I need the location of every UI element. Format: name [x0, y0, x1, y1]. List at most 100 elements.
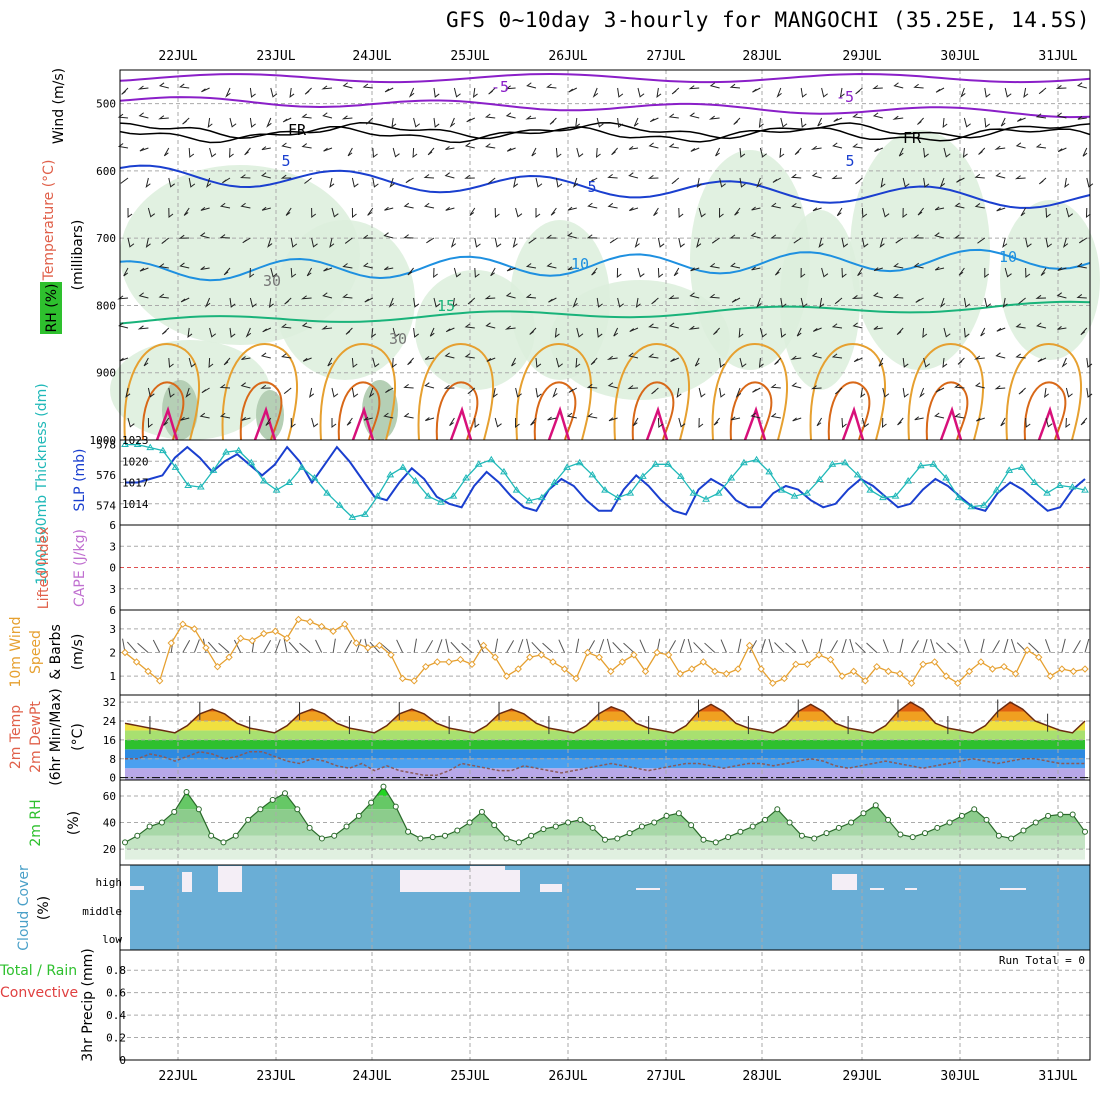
wind-speed-point [688, 665, 696, 673]
wind-barb [535, 387, 542, 398]
wind-barb [1080, 417, 1088, 426]
wind-speed-point [1058, 665, 1066, 673]
wind-barb-10m [413, 638, 417, 653]
thickness-point [613, 493, 622, 501]
wind-barb [1078, 237, 1088, 244]
thickness-point [727, 473, 736, 481]
thickness-point [184, 481, 193, 489]
thickness-point [449, 492, 458, 499]
wind-barb [240, 382, 251, 389]
rh-point [515, 839, 522, 846]
wind-barb-10m [182, 640, 191, 653]
wind-barb [1014, 175, 1026, 180]
wind-barb [139, 147, 149, 152]
wind-barb [1020, 207, 1027, 217]
temp-contour-orange [319, 343, 396, 441]
wind-barb [219, 234, 231, 239]
wind-barb [180, 416, 190, 421]
wind-barb [206, 177, 212, 188]
temp-contour-purple [119, 96, 1091, 119]
ytick-slp: 1017 [122, 477, 149, 490]
wind-barb [852, 113, 863, 119]
wind-barb [656, 87, 662, 99]
wind-barb [362, 83, 373, 89]
wind-speed-point [271, 627, 280, 635]
wind-barb [306, 267, 313, 277]
wind-barb-10m [344, 640, 353, 653]
wind-barb [1004, 267, 1012, 278]
wind-barb [934, 412, 945, 419]
wind-barb-10m [980, 638, 985, 653]
wind-barb [690, 267, 700, 272]
wind-barb [996, 327, 1006, 332]
wind-barb [996, 207, 1006, 212]
wind-speed-point [398, 674, 407, 683]
wind-barb [200, 206, 210, 211]
wind-barb [492, 387, 498, 399]
wind-barb [1015, 142, 1026, 149]
wind-barb [505, 292, 516, 299]
wind-barb [632, 417, 639, 427]
rh-point [355, 812, 362, 819]
wind-barb [942, 357, 948, 369]
wind-barb-10m [899, 638, 904, 653]
wind-barb [739, 357, 747, 368]
date-label-top: 26JUL [548, 49, 587, 64]
ytick-pressure: 900 [96, 367, 116, 380]
wind-barb [616, 267, 622, 279]
thickness-point [171, 463, 180, 470]
wind-barb [474, 417, 480, 428]
wind-barb [1038, 177, 1047, 185]
wind-barb [657, 267, 664, 278]
wind-barb [836, 207, 843, 217]
wind-barb [199, 232, 210, 239]
wind-speed-point [1000, 662, 1008, 671]
temp-contour-green [119, 300, 1091, 325]
wind-speed-point [838, 672, 846, 680]
wind-barb-10m [687, 638, 693, 653]
temp-contour-magenta [155, 406, 179, 441]
wind-barb [776, 87, 782, 98]
wind-barb [772, 177, 782, 183]
wind-barb [729, 234, 741, 239]
wind-barb [464, 142, 475, 149]
wind-barb [384, 87, 394, 93]
ytick-temp: 32 [103, 696, 116, 709]
wind-speed-point [583, 648, 592, 657]
rh-point [368, 799, 375, 806]
wind-barb [698, 387, 706, 398]
date-label-bottom: 23JUL [256, 1069, 295, 1084]
thickness-point [790, 492, 799, 499]
wind-barb [589, 177, 598, 183]
wind-barb [1065, 387, 1073, 398]
wind-barb [426, 237, 435, 244]
wind-barb [1061, 357, 1068, 368]
wind-barb [833, 117, 843, 123]
cloud-level-label: high [96, 876, 123, 889]
wind-barb [241, 356, 251, 360]
rh-point [885, 816, 892, 823]
date-label-bottom: 28JUL [742, 1069, 781, 1084]
wind-barb [262, 327, 272, 333]
wind-barb [449, 417, 455, 426]
rh-point [922, 830, 928, 837]
wind-barb [311, 417, 319, 428]
wind-barb [351, 207, 357, 218]
wind-barb-10m [425, 640, 434, 653]
wind-barb-10m [606, 638, 612, 653]
wind-barb [1038, 87, 1047, 95]
wind-barb [285, 207, 292, 216]
wind-barb [290, 237, 298, 248]
rh-point [195, 806, 202, 813]
wind-barb [1035, 113, 1047, 119]
wind-barb [331, 387, 339, 398]
rh-point [454, 827, 461, 834]
wind-barb [759, 327, 767, 338]
wind-speed-point [930, 658, 939, 666]
wind-barb [898, 147, 904, 157]
label-cloud-cover: Cloud Cover [16, 865, 32, 951]
thickness-point [500, 467, 508, 475]
wind-barb [363, 416, 373, 421]
wind-barb [531, 147, 537, 157]
wind-barb [657, 417, 664, 428]
